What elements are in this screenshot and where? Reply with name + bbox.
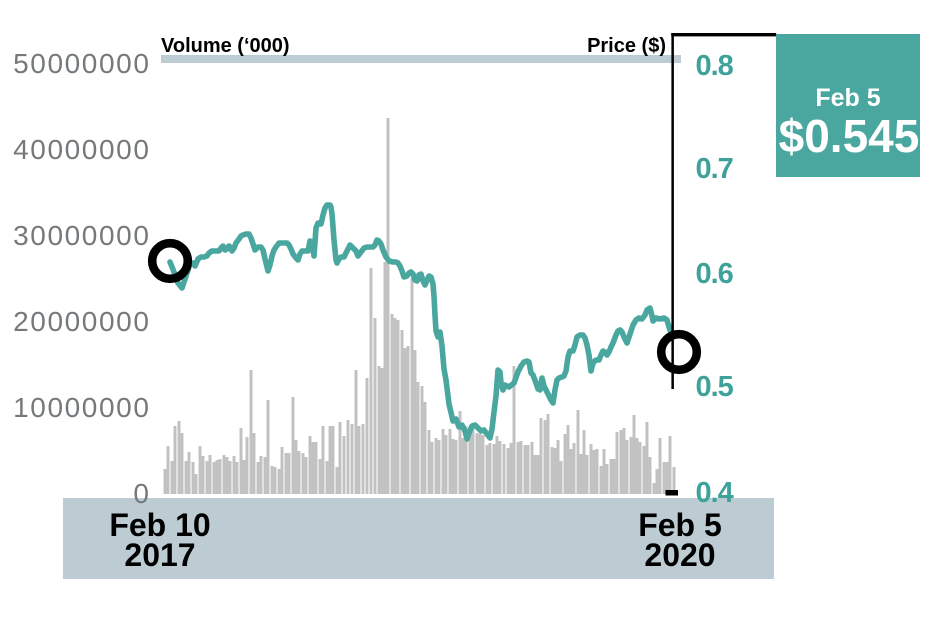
svg-text:2017: 2017 (124, 537, 195, 573)
svg-text:0.7: 0.7 (696, 153, 733, 185)
svg-text:0.8: 0.8 (696, 50, 734, 82)
svg-text:Feb 5: Feb 5 (815, 84, 880, 112)
svg-text:Price ($): Price ($) (587, 35, 666, 57)
svg-text:Feb 10: Feb 10 (109, 507, 210, 543)
svg-text:0: 0 (133, 478, 150, 509)
svg-text:20000000: 20000000 (13, 306, 150, 337)
svg-text:0.4: 0.4 (696, 477, 734, 509)
svg-text:10000000: 10000000 (13, 392, 150, 423)
svg-text:Feb 5: Feb 5 (638, 507, 722, 543)
svg-text:$0.545: $0.545 (779, 110, 920, 162)
svg-text:Volume (‘000): Volume (‘000) (161, 35, 290, 57)
svg-text:40000000: 40000000 (13, 134, 150, 165)
svg-text:50000000: 50000000 (13, 48, 150, 79)
svg-text:0.6: 0.6 (696, 258, 734, 290)
svg-text:30000000: 30000000 (13, 220, 150, 251)
svg-text:0.5: 0.5 (696, 371, 734, 403)
svg-text:2020: 2020 (644, 537, 715, 573)
